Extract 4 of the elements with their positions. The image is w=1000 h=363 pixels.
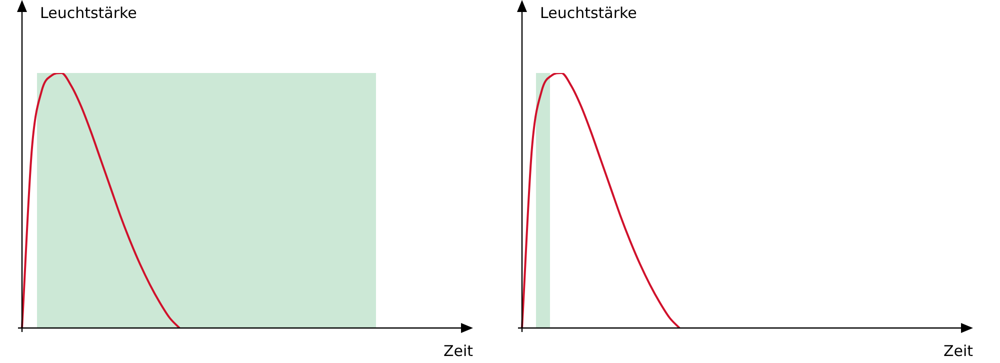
y-axis-title: Leuchtstärke [40, 4, 137, 22]
x-axis-title: Zeit [943, 342, 974, 360]
x-axis-title: Zeit [443, 342, 474, 360]
y-axis-title: Leuchtstärke [540, 4, 637, 22]
